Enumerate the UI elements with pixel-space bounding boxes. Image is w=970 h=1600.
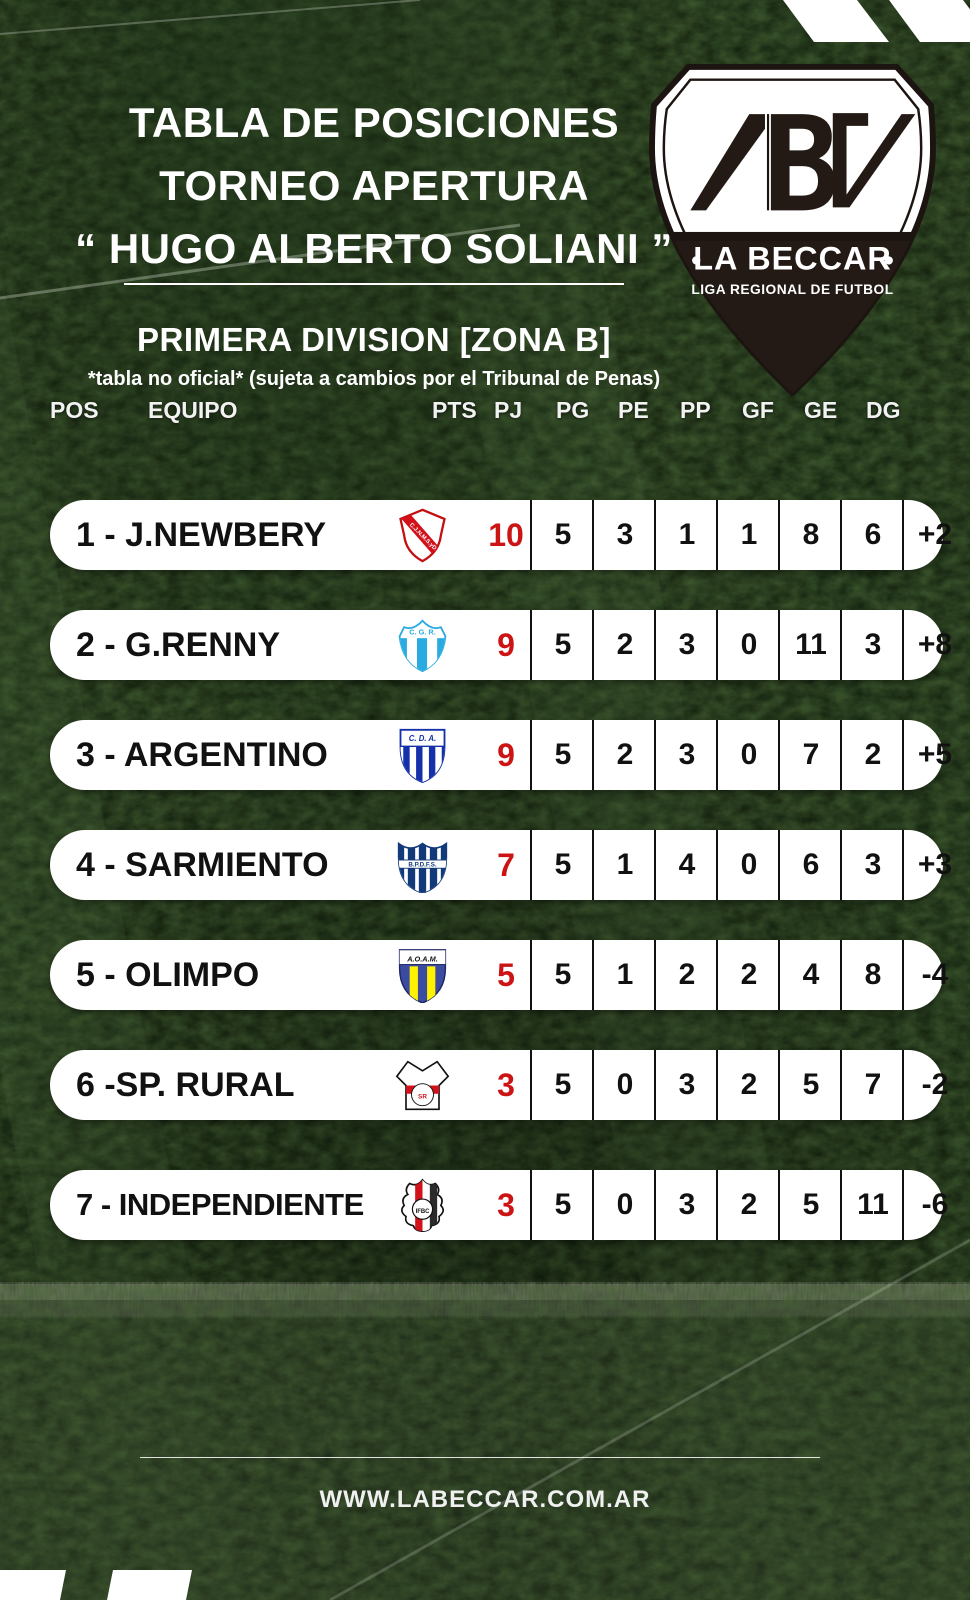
svg-text:C. D. A.: C. D. A. [409, 734, 436, 743]
svg-text:IFBC: IFBC [416, 1209, 431, 1215]
svg-text:LIGA REGIONAL DE FUTBOL: LIGA REGIONAL DE FUTBOL [691, 282, 893, 297]
svg-text:A.O.A.M.: A.O.A.M. [406, 954, 438, 963]
svg-text:B.P.D.F.S.: B.P.D.F.S. [408, 861, 436, 868]
svg-text:LA BECCAR: LA BECCAR [693, 240, 891, 276]
svg-text:C. G. R.: C. G. R. [409, 628, 435, 637]
svg-text:SR: SR [418, 1093, 427, 1100]
